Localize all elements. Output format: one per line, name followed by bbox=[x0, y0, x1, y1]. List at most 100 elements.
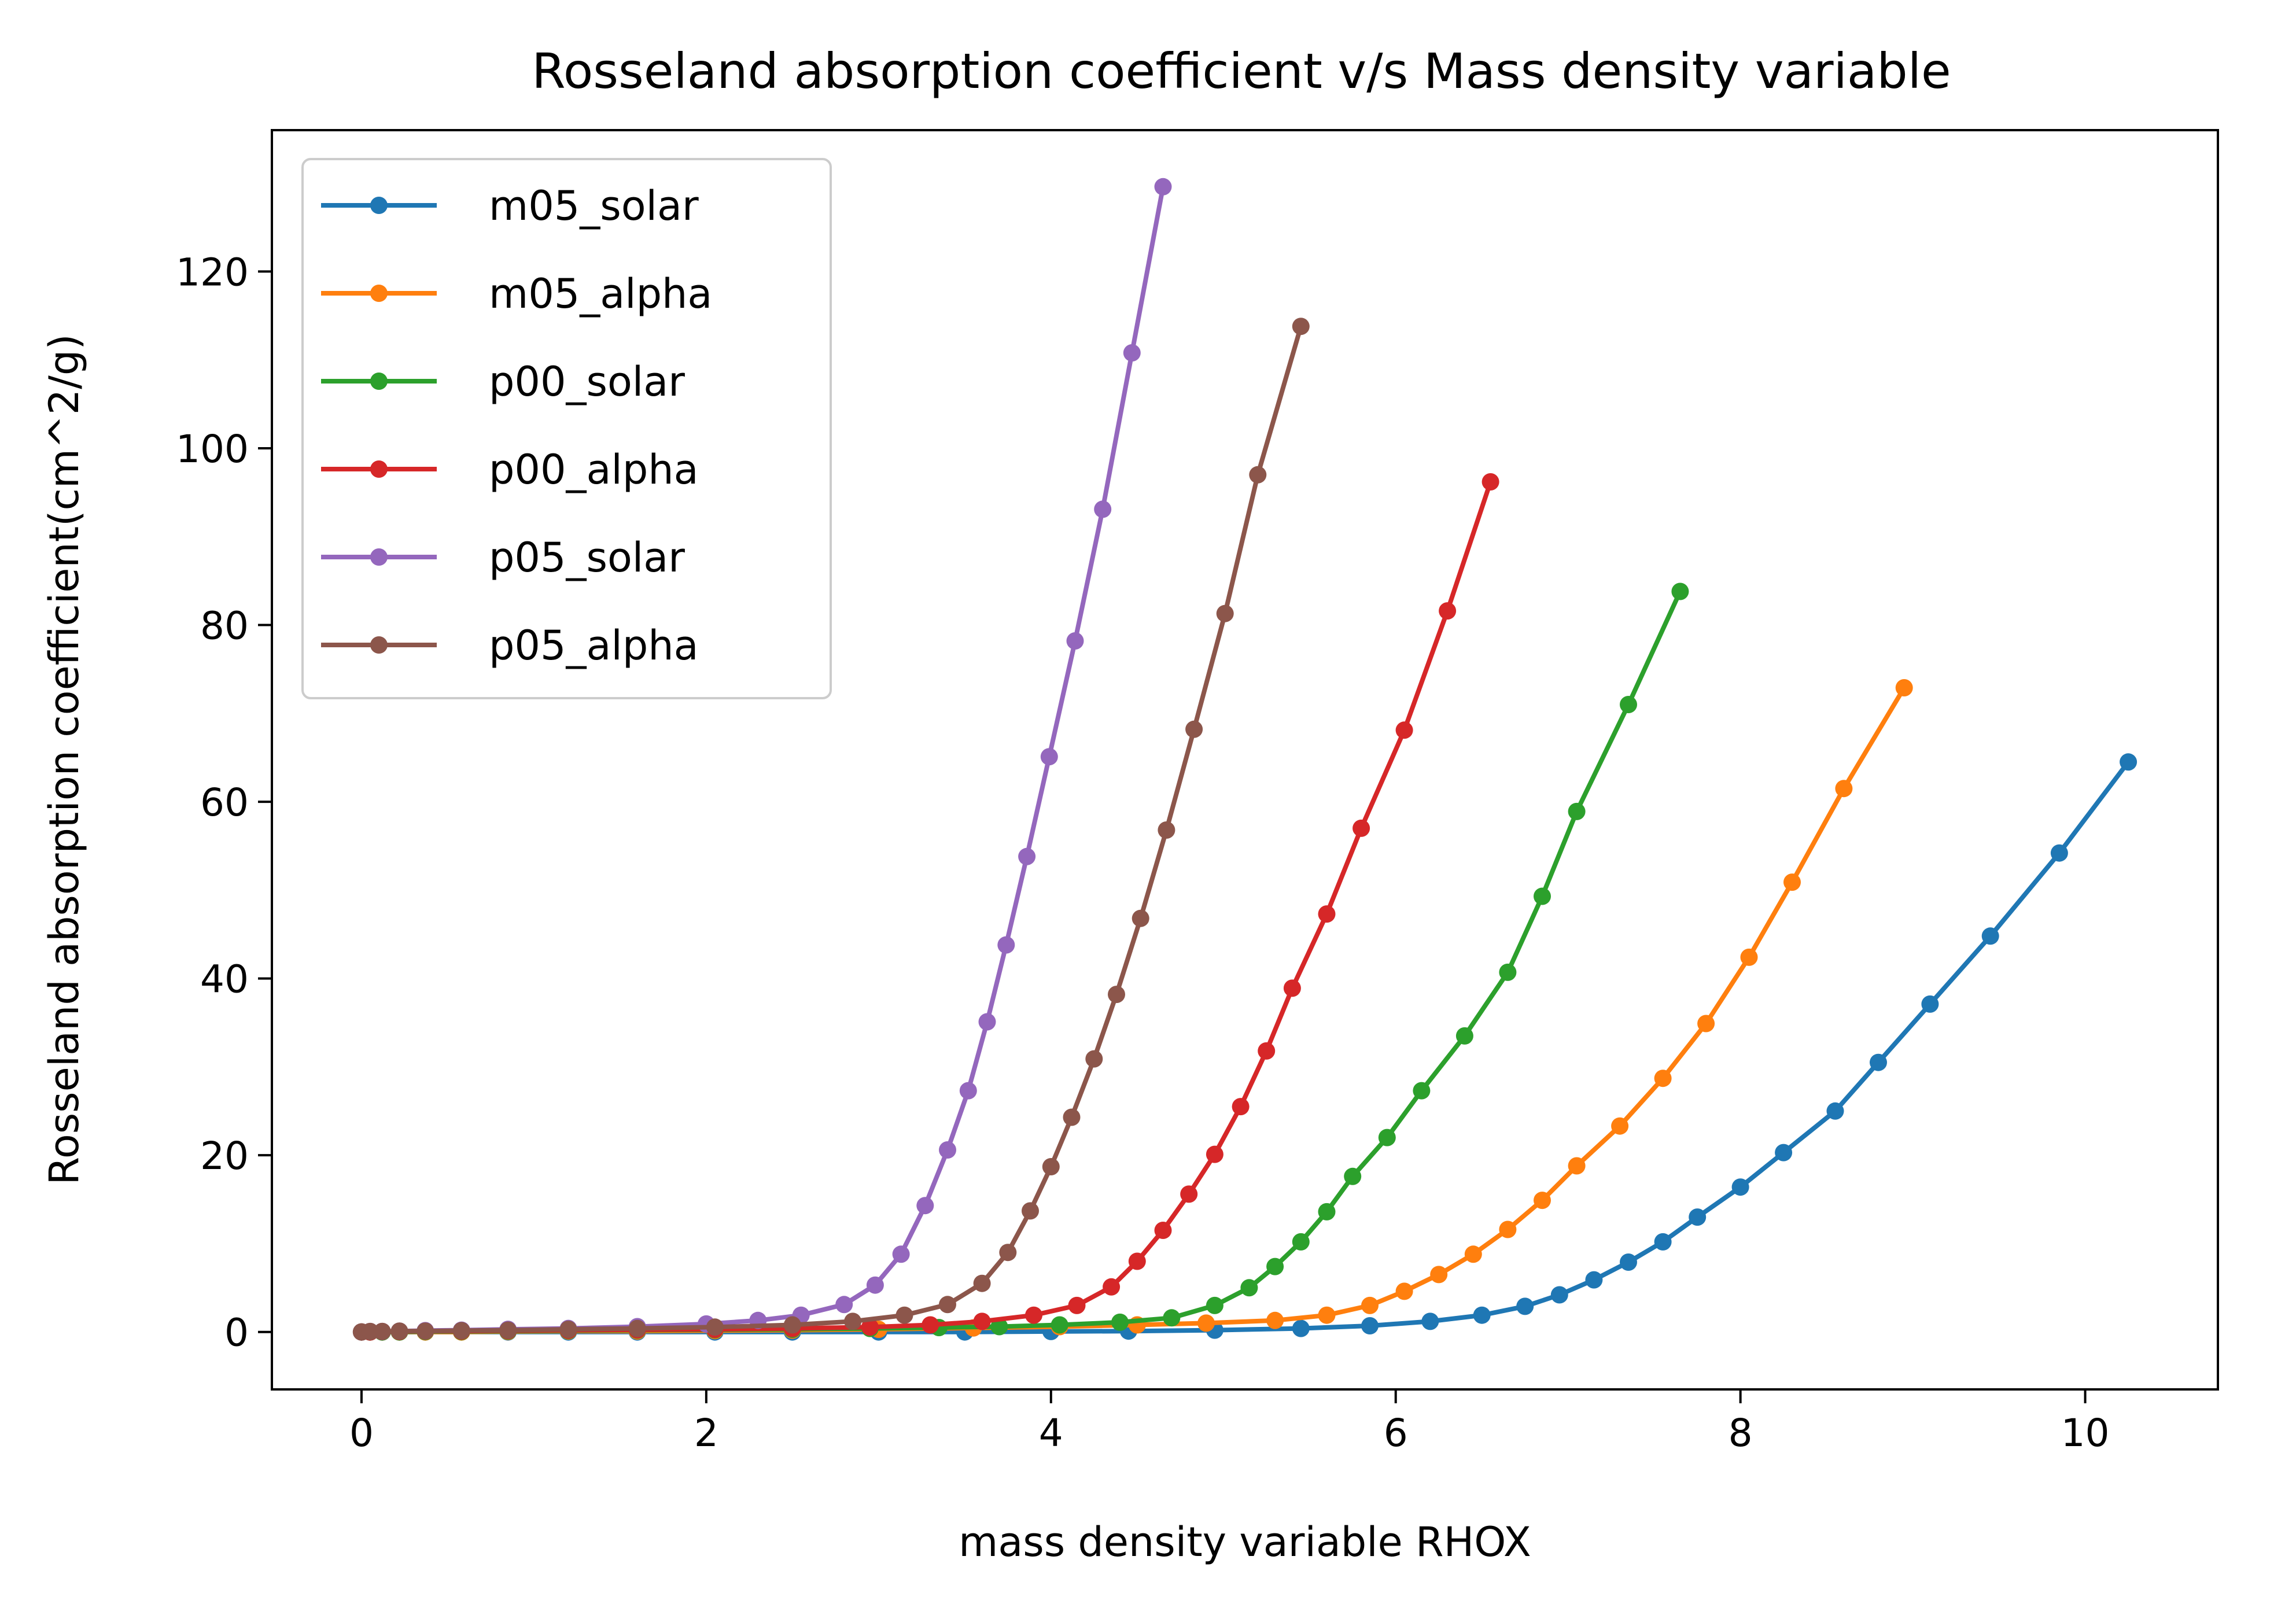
data-point bbox=[1063, 1108, 1081, 1126]
data-point bbox=[373, 1322, 391, 1340]
data-point bbox=[1361, 1317, 1379, 1334]
data-point bbox=[1068, 1296, 1086, 1314]
x-tick-label: 4 bbox=[1039, 1411, 1063, 1455]
x-tick-label: 0 bbox=[349, 1411, 374, 1455]
data-point bbox=[1473, 1306, 1491, 1324]
legend-entry-p05_alpha: p05_alpha bbox=[321, 622, 699, 669]
legend-marker bbox=[370, 460, 388, 478]
data-point bbox=[1108, 986, 1125, 1004]
legend-label: p00_solar bbox=[489, 358, 685, 405]
data-point bbox=[1216, 604, 1234, 622]
legend-entry-m05_alpha: m05_alpha bbox=[321, 270, 712, 318]
y-tick-label: 20 bbox=[200, 1134, 249, 1178]
data-point bbox=[1568, 802, 1586, 820]
legend-entry-p05_solar: p05_solar bbox=[321, 534, 685, 581]
data-point bbox=[1283, 979, 1301, 997]
data-point bbox=[1163, 1309, 1181, 1327]
legend-marker bbox=[370, 548, 388, 566]
data-point bbox=[1344, 1167, 1362, 1185]
data-point bbox=[1258, 1042, 1276, 1060]
data-point bbox=[390, 1322, 408, 1340]
data-point bbox=[1499, 1220, 1517, 1238]
data-point bbox=[835, 1296, 853, 1314]
y-tick-label: 60 bbox=[200, 780, 249, 825]
data-point bbox=[1103, 1278, 1121, 1296]
data-point bbox=[1550, 1286, 1568, 1304]
data-point bbox=[1292, 318, 1310, 335]
data-point bbox=[417, 1322, 434, 1340]
data-point bbox=[1620, 696, 1637, 713]
data-point bbox=[1439, 602, 1457, 620]
data-point bbox=[1516, 1297, 1534, 1315]
data-point bbox=[628, 1319, 646, 1337]
data-point bbox=[1981, 927, 1999, 945]
data-point bbox=[1921, 995, 1939, 1013]
y-tick-label: 100 bbox=[176, 427, 249, 471]
data-point bbox=[922, 1316, 939, 1334]
data-point bbox=[1018, 847, 1036, 865]
data-point bbox=[1025, 1306, 1042, 1324]
data-point bbox=[1464, 1245, 1482, 1263]
data-point bbox=[990, 1318, 1008, 1336]
data-point bbox=[1870, 1053, 1887, 1071]
data-point bbox=[1585, 1271, 1603, 1289]
data-point bbox=[1568, 1157, 1586, 1175]
data-point bbox=[939, 1296, 956, 1314]
data-point bbox=[1111, 1313, 1129, 1331]
legend-marker bbox=[370, 636, 388, 654]
data-point bbox=[1481, 473, 1499, 491]
data-point bbox=[1042, 1158, 1060, 1175]
data-point bbox=[1266, 1311, 1284, 1329]
y-axis: 0 20 40 60 80 100 120 bbox=[176, 250, 272, 1355]
plot-frame bbox=[271, 129, 2219, 1391]
data-point bbox=[1775, 1144, 1793, 1161]
x-tick-label: 2 bbox=[694, 1411, 718, 1455]
y-tick-label: 120 bbox=[176, 250, 249, 294]
data-point bbox=[2050, 844, 2068, 862]
data-point bbox=[1895, 679, 1913, 696]
data-point bbox=[1534, 887, 1551, 905]
legend-entry-m05_solar: m05_solar bbox=[321, 182, 699, 230]
y-tick-label: 80 bbox=[200, 604, 249, 648]
data-point bbox=[973, 1274, 991, 1292]
data-point bbox=[978, 1013, 996, 1031]
data-point bbox=[1620, 1253, 1637, 1271]
data-point bbox=[1534, 1192, 1551, 1210]
data-point bbox=[1654, 1070, 1672, 1087]
data-point bbox=[1249, 466, 1267, 484]
data-point bbox=[997, 936, 1015, 954]
legend-label: p05_alpha bbox=[489, 622, 699, 669]
data-point bbox=[1266, 1258, 1284, 1275]
x-axis-label: mass density variable RHOX bbox=[959, 1518, 1531, 1566]
data-point bbox=[1318, 1306, 1336, 1324]
legend-marker bbox=[370, 285, 388, 302]
data-point bbox=[1395, 721, 1413, 739]
data-point bbox=[999, 1244, 1017, 1262]
data-point bbox=[783, 1316, 801, 1334]
data-point bbox=[1180, 1185, 1198, 1203]
data-point bbox=[1697, 1015, 1715, 1033]
data-point bbox=[452, 1322, 470, 1340]
data-point bbox=[1318, 1203, 1336, 1220]
data-point bbox=[1185, 720, 1203, 738]
data-point bbox=[1051, 1316, 1068, 1334]
x-tick-label: 8 bbox=[1729, 1411, 1753, 1455]
series-layer bbox=[352, 178, 2137, 1341]
y-tick-label: 40 bbox=[200, 957, 249, 1002]
y-tick-label: 0 bbox=[224, 1311, 249, 1355]
data-point bbox=[1154, 1222, 1172, 1239]
data-point bbox=[1128, 1252, 1146, 1270]
legend-entry-p00_alpha: p00_alpha bbox=[321, 446, 699, 493]
data-point bbox=[1132, 909, 1149, 927]
series-p05_alpha bbox=[352, 318, 1310, 1341]
data-point bbox=[895, 1306, 913, 1324]
x-tick-label: 10 bbox=[2061, 1411, 2110, 1455]
data-point bbox=[1123, 344, 1141, 362]
data-point bbox=[2120, 753, 2137, 771]
data-point bbox=[1455, 1027, 1473, 1045]
data-point bbox=[1206, 1145, 1223, 1163]
data-point bbox=[1835, 780, 1853, 798]
data-point bbox=[916, 1197, 934, 1215]
data-point bbox=[1499, 963, 1517, 981]
data-point bbox=[1292, 1319, 1310, 1337]
